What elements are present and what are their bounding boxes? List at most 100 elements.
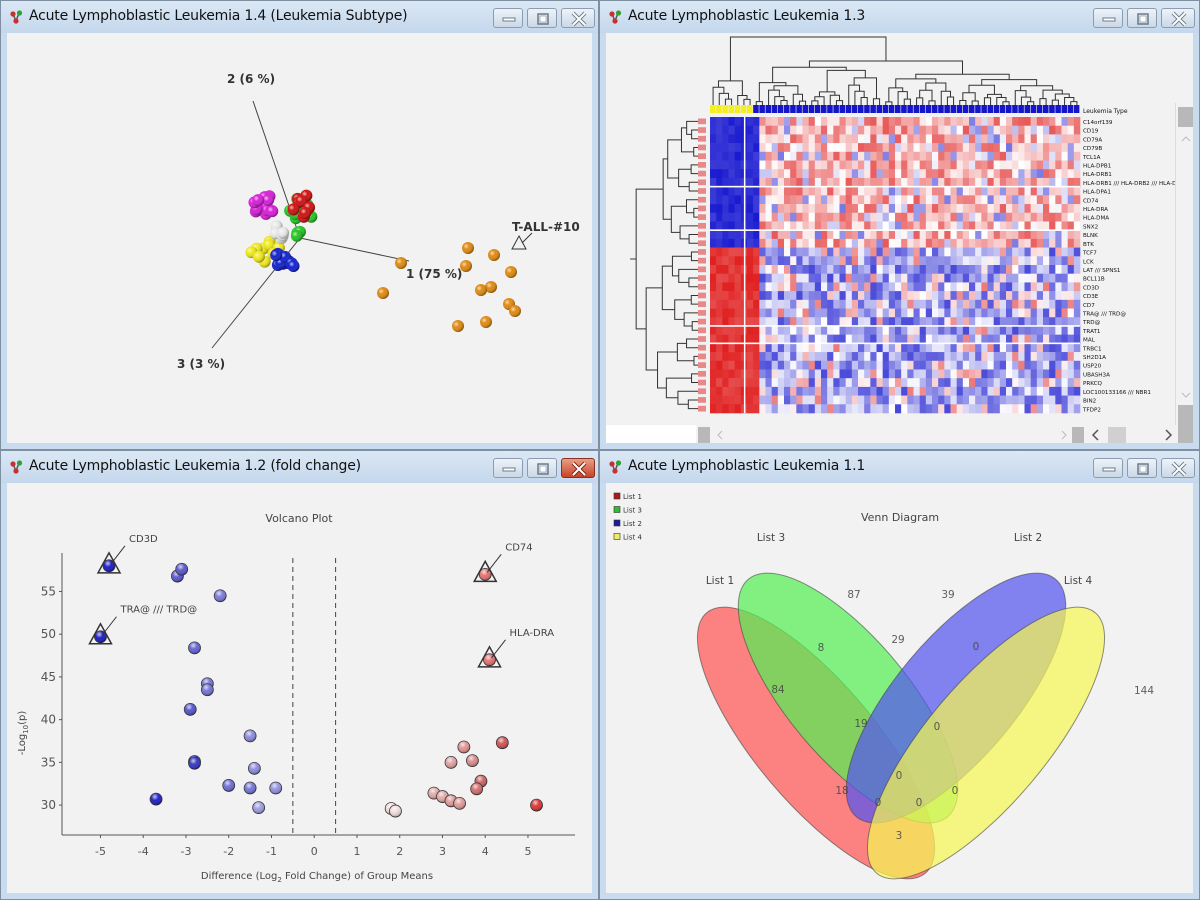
- heatmap-cell[interactable]: [1073, 143, 1081, 153]
- heatmap-cell[interactable]: [1043, 299, 1050, 309]
- heatmap-cell[interactable]: [882, 291, 890, 301]
- heatmap-cell[interactable]: [1030, 160, 1038, 170]
- heatmap-cell[interactable]: [1030, 247, 1038, 257]
- heatmap-cell[interactable]: [790, 221, 797, 231]
- heatmap-cell[interactable]: [895, 117, 902, 127]
- heatmap-cell[interactable]: [938, 256, 945, 266]
- heatmap-cell[interactable]: [944, 143, 951, 153]
- heatmap-cell[interactable]: [938, 378, 945, 388]
- heatmap-cell[interactable]: [1012, 212, 1019, 222]
- heatmap-cell[interactable]: [753, 117, 760, 127]
- heatmap-cell[interactable]: [895, 238, 902, 248]
- heatmap-cell[interactable]: [814, 134, 822, 144]
- heatmap-cell[interactable]: [895, 404, 902, 414]
- heatmap-cell[interactable]: [975, 378, 982, 388]
- heatmap-cell[interactable]: [759, 125, 766, 135]
- heatmap-cell[interactable]: [932, 343, 939, 353]
- heatmap-cell[interactable]: [981, 160, 988, 170]
- heatmap-cell[interactable]: [913, 360, 920, 370]
- heatmap-cell[interactable]: [944, 352, 951, 362]
- heatmap-cell[interactable]: [839, 325, 846, 335]
- heatmap-cell[interactable]: [728, 256, 735, 266]
- heatmap-cell[interactable]: [919, 160, 927, 170]
- heatmap-cell[interactable]: [851, 221, 859, 231]
- heatmap-cell[interactable]: [1055, 238, 1062, 248]
- heatmap-cell[interactable]: [765, 134, 772, 144]
- heatmap-cell[interactable]: [734, 386, 742, 396]
- heatmap-cell[interactable]: [1061, 404, 1068, 414]
- heatmap-cell[interactable]: [771, 204, 779, 214]
- heatmap-cell[interactable]: [833, 160, 840, 170]
- heatmap-cell[interactable]: [870, 256, 877, 266]
- heatmap-cell[interactable]: [1073, 186, 1081, 196]
- heatmap-cell[interactable]: [1061, 273, 1068, 283]
- heatmap-cell[interactable]: [888, 238, 896, 248]
- heatmap-cell[interactable]: [1018, 177, 1025, 187]
- heatmap-cell[interactable]: [851, 386, 859, 396]
- heatmap-cell[interactable]: [1067, 352, 1075, 362]
- heatmap-cell[interactable]: [802, 221, 809, 231]
- heatmap-cell[interactable]: [1055, 256, 1062, 266]
- heatmap-cell[interactable]: [962, 291, 970, 301]
- heatmap-cell[interactable]: [999, 230, 1007, 240]
- heatmap-cell[interactable]: [932, 291, 939, 301]
- heatmap-cell[interactable]: [938, 334, 945, 344]
- heatmap-cell[interactable]: [777, 238, 785, 248]
- heatmap-cell[interactable]: [734, 151, 742, 161]
- heatmap-cell[interactable]: [981, 265, 988, 275]
- heatmap-cell[interactable]: [784, 230, 791, 240]
- heatmap-cell[interactable]: [956, 143, 964, 153]
- heatmap-cell[interactable]: [1036, 221, 1044, 231]
- heatmap-cell[interactable]: [1055, 308, 1062, 318]
- heatmap-cell[interactable]: [1030, 378, 1038, 388]
- heatmap-cell[interactable]: [1024, 325, 1031, 335]
- heatmap-cell[interactable]: [784, 160, 791, 170]
- heatmap-cell[interactable]: [1061, 360, 1068, 370]
- heatmap-cell[interactable]: [753, 378, 760, 388]
- heatmap-cell[interactable]: [839, 230, 846, 240]
- heatmap-cell[interactable]: [969, 117, 976, 127]
- heatmap-cell[interactable]: [771, 378, 779, 388]
- heatmap-cell[interactable]: [950, 117, 957, 127]
- heatmap-cell[interactable]: [753, 230, 760, 240]
- heatmap-cell[interactable]: [907, 177, 914, 187]
- heatmap-cell[interactable]: [907, 291, 914, 301]
- heatmap-cell[interactable]: [784, 186, 791, 196]
- heatmap-cell[interactable]: [716, 325, 723, 335]
- heatmap-cell[interactable]: [1043, 395, 1050, 405]
- heatmap-cell[interactable]: [1012, 404, 1019, 414]
- heatmap-cell[interactable]: [710, 273, 717, 283]
- heatmap-cell[interactable]: [888, 256, 896, 266]
- heatmap-cell[interactable]: [796, 134, 803, 144]
- heatmap-cell[interactable]: [1073, 247, 1081, 257]
- heatmap-cell[interactable]: [722, 386, 729, 396]
- heatmap-cell[interactable]: [858, 195, 865, 205]
- heatmap-cell[interactable]: [802, 404, 809, 414]
- heatmap-cell[interactable]: [765, 230, 772, 240]
- heatmap-cell[interactable]: [747, 308, 754, 318]
- heatmap-cell[interactable]: [932, 143, 939, 153]
- heatmap-cell[interactable]: [858, 369, 865, 379]
- heatmap-cell[interactable]: [1024, 256, 1031, 266]
- heatmap-cell[interactable]: [771, 221, 779, 231]
- heatmap-cell[interactable]: [1049, 299, 1056, 309]
- heatmap-cell[interactable]: [895, 230, 902, 240]
- heatmap-cell[interactable]: [759, 160, 766, 170]
- heatmap-cell[interactable]: [870, 317, 877, 327]
- heatmap-cell[interactable]: [747, 378, 754, 388]
- heatmap-cell[interactable]: [938, 247, 945, 257]
- heatmap-cell[interactable]: [796, 369, 803, 379]
- heatmap-cell[interactable]: [981, 308, 988, 318]
- heatmap-cell[interactable]: [1049, 169, 1056, 179]
- heatmap-cell[interactable]: [839, 160, 846, 170]
- heatmap-cell[interactable]: [722, 221, 729, 231]
- heatmap-cell[interactable]: [1018, 256, 1025, 266]
- heatmap-cell[interactable]: [1030, 404, 1038, 414]
- heatmap-cell[interactable]: [1043, 169, 1050, 179]
- heatmap-cell[interactable]: [777, 125, 785, 135]
- heatmap-cell[interactable]: [753, 212, 760, 222]
- heatmap-cell[interactable]: [833, 212, 840, 222]
- heatmap-cell[interactable]: [944, 169, 951, 179]
- heatmap-cell[interactable]: [858, 134, 865, 144]
